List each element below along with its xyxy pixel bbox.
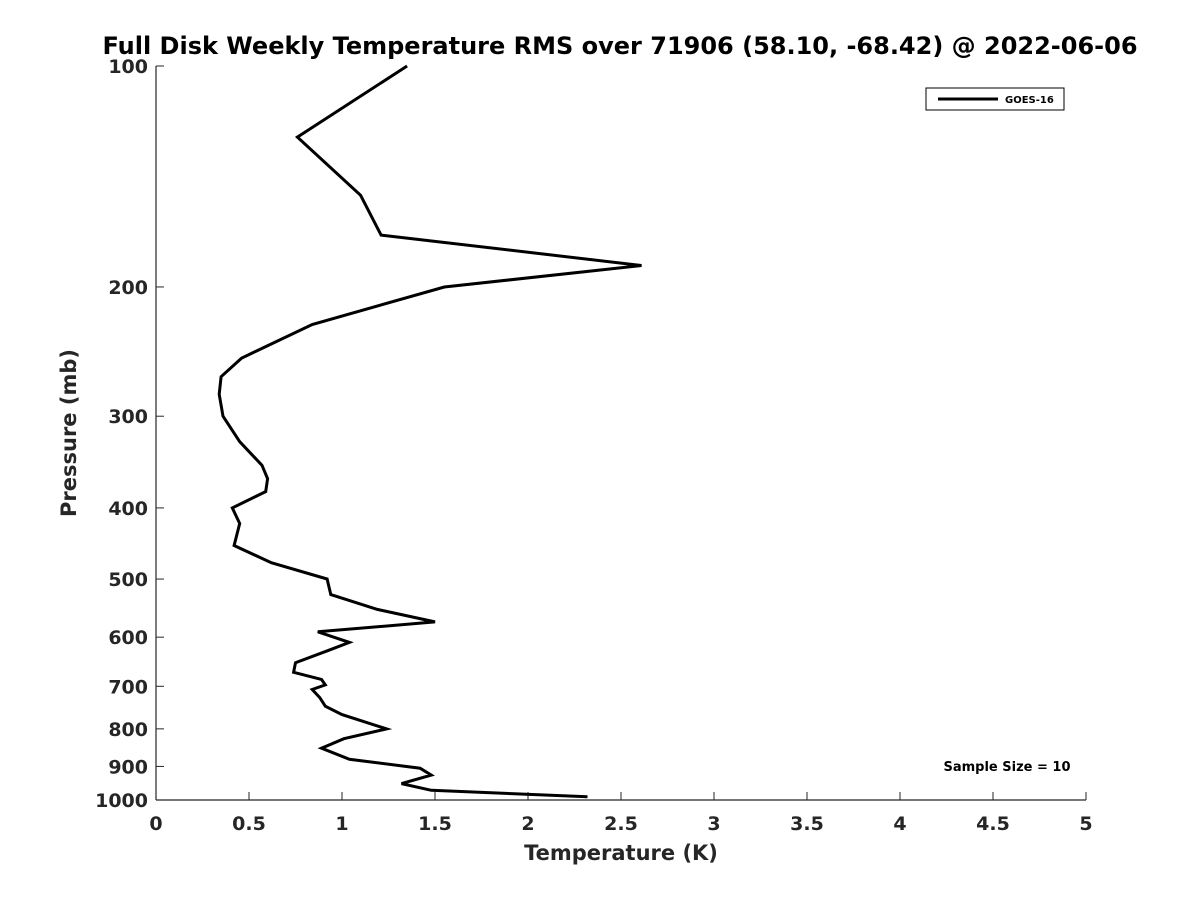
x-tick-label: 1.5 <box>418 813 452 835</box>
y-tick-label: 500 <box>108 569 148 591</box>
y-tick-label: 900 <box>108 756 148 778</box>
x-tick-label: 2 <box>521 813 534 835</box>
legend-label-goes-16: GOES-16 <box>1005 95 1054 106</box>
y-tick-label: 800 <box>108 719 148 741</box>
x-ticks: 0 0.5 1 1.5 2 2.5 3 3.5 4 4.5 5 <box>149 792 1093 835</box>
y-tick-label: 100 <box>108 56 148 78</box>
x-tick-label: 3 <box>707 813 720 835</box>
x-axis-label: Temperature (K) <box>524 841 718 865</box>
x-tick-label: 0 <box>149 813 162 835</box>
sample-size-annotation: Sample Size = 10 <box>943 760 1070 775</box>
x-tick-label: 1 <box>335 813 348 835</box>
legend: GOES-16 <box>925 87 1065 111</box>
y-tick-label: 200 <box>108 277 148 299</box>
x-tick-label: 2.5 <box>604 813 638 835</box>
x-tick-label: 5 <box>1079 813 1092 835</box>
chart-title: Full Disk Weekly Temperature RMS over 71… <box>102 32 1137 60</box>
x-tick-label: 3.5 <box>790 813 824 835</box>
x-tick-label: 4.5 <box>976 813 1010 835</box>
y-tick-label: 600 <box>108 627 148 649</box>
y-ticks: 100 200 300 400 500 600 700 800 900 1000 <box>95 56 164 812</box>
y-tick-label: 400 <box>108 498 148 520</box>
series-line-goes-16 <box>217 64 642 799</box>
x-tick-label: 0.5 <box>232 813 266 835</box>
series-lines <box>217 64 642 799</box>
x-tick-label: 4 <box>893 813 906 835</box>
plot-area: 0 0.5 1 1.5 2 2.5 3 3.5 4 4.5 5 100 200 300 400 500 600… <box>95 56 1093 835</box>
y-tick-label: 300 <box>108 406 148 428</box>
y-tick-label: 1000 <box>95 790 148 812</box>
y-axis-label: Pressure (mb) <box>57 349 81 517</box>
y-tick-label: 700 <box>108 676 148 698</box>
